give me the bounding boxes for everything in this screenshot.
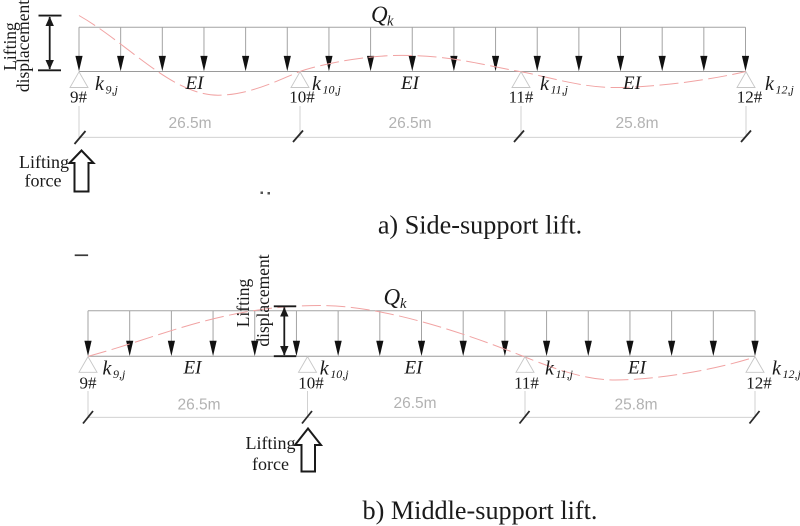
svg-text:displacement: displacement (253, 254, 273, 346)
svg-text:Lifting: Lifting (19, 152, 69, 172)
svg-text:k: k (95, 73, 105, 95)
svg-text:9#: 9# (80, 374, 98, 393)
svg-text:25.8m: 25.8m (615, 115, 658, 132)
svg-text:11#: 11# (514, 374, 539, 393)
svg-text:10,j: 10,j (323, 83, 342, 97)
svg-text:k: k (545, 358, 555, 380)
svg-text:Q: Q (384, 285, 401, 310)
svg-text:25.8m: 25.8m (614, 397, 657, 414)
svg-text:EI: EI (183, 358, 204, 379)
svg-text:EI: EI (185, 73, 206, 94)
svg-text:26.5m: 26.5m (393, 395, 436, 412)
svg-text:Lifting: Lifting (246, 433, 296, 453)
svg-text:10,j: 10,j (330, 367, 349, 381)
svg-text:9,j: 9,j (106, 83, 119, 97)
svg-text:k: k (400, 296, 407, 312)
svg-text:12#: 12# (737, 88, 763, 107)
svg-text:26.5m: 26.5m (388, 115, 431, 132)
svg-text:11,j: 11,j (551, 83, 569, 97)
svg-text:12#: 12# (746, 374, 772, 393)
svg-text:k: k (312, 73, 322, 95)
svg-text:k: k (103, 358, 113, 380)
svg-text:11,j: 11,j (556, 367, 574, 381)
svg-text:force: force (252, 454, 289, 474)
svg-text:EI: EI (627, 358, 648, 379)
svg-text:Lifting: Lifting (233, 278, 253, 327)
svg-text:b) Middle-support lift.: b) Middle-support lift. (363, 496, 598, 525)
svg-text:9#: 9# (70, 88, 88, 107)
svg-text:k: k (765, 73, 775, 95)
svg-text:10#: 10# (289, 88, 315, 107)
svg-text:11#: 11# (509, 88, 534, 107)
svg-text:force: force (25, 171, 62, 191)
svg-text:EI: EI (404, 358, 425, 379)
svg-text:k: k (320, 358, 330, 380)
svg-text:Lifting: Lifting (0, 22, 20, 71)
svg-text:EI: EI (400, 73, 421, 94)
svg-text:k: k (540, 73, 550, 95)
svg-text:displacement: displacement (13, 0, 33, 92)
svg-text:12,j: 12,j (783, 367, 800, 381)
svg-text:k: k (772, 358, 782, 380)
svg-text:26.5m: 26.5m (168, 115, 211, 132)
svg-text:10#: 10# (298, 374, 324, 393)
svg-text:k: k (387, 14, 394, 30)
svg-text:EI: EI (622, 73, 643, 94)
svg-text:12,j: 12,j (776, 83, 795, 97)
svg-text:26.5m: 26.5m (177, 397, 220, 414)
svg-text:Q: Q (371, 2, 388, 27)
svg-text:9,j: 9,j (113, 367, 126, 381)
svg-text:a) Side-support lift.: a) Side-support lift. (378, 211, 582, 240)
